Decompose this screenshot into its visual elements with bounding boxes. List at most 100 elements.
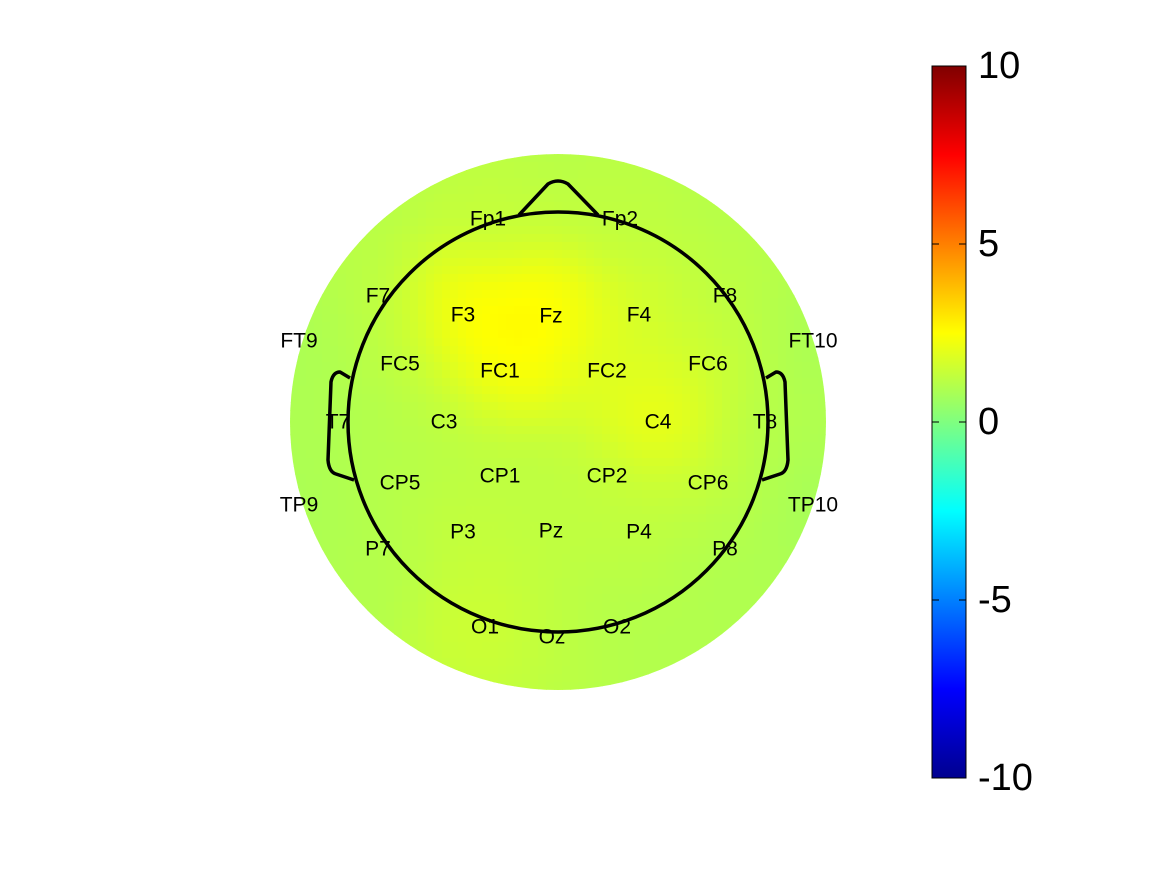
heatmap-cell <box>698 218 707 227</box>
heatmap-cell <box>514 258 523 267</box>
heatmap-cell <box>546 570 555 579</box>
heatmap-cell <box>546 658 555 667</box>
heatmap-cell <box>378 474 387 483</box>
heatmap-cell <box>674 170 683 179</box>
heatmap-cell <box>794 442 803 451</box>
heatmap-cell <box>682 514 691 523</box>
heatmap-cell <box>642 642 651 651</box>
heatmap-cell <box>498 154 507 163</box>
heatmap-cell <box>730 346 739 355</box>
heatmap-cell <box>362 546 371 555</box>
heatmap-cell <box>434 186 443 195</box>
heatmap-cell <box>394 338 403 347</box>
heatmap-cell <box>746 226 755 235</box>
heatmap-cell <box>642 634 651 643</box>
heatmap-cell <box>802 426 811 435</box>
heatmap-cell <box>690 322 699 331</box>
heatmap-cell <box>610 194 619 203</box>
heatmap-cell <box>722 626 731 635</box>
heatmap-cell <box>666 482 675 491</box>
heatmap-cell <box>434 410 443 419</box>
heatmap-cell <box>778 482 787 491</box>
heatmap-cell <box>658 258 667 267</box>
heatmap-cell <box>538 218 547 227</box>
heatmap-cell <box>802 338 811 347</box>
heatmap-cell <box>570 394 579 403</box>
heatmap-cell <box>394 506 403 515</box>
heatmap-cell <box>562 266 571 275</box>
heatmap-cell <box>578 642 587 651</box>
heatmap-cell <box>442 242 451 251</box>
heatmap-cell <box>738 594 747 603</box>
heatmap-cell <box>466 234 475 243</box>
heatmap-cell <box>474 194 483 203</box>
heatmap-cell <box>706 410 715 419</box>
heatmap-cell <box>754 394 763 403</box>
heatmap-cell <box>514 682 523 690</box>
heatmap-cell <box>490 682 499 690</box>
heatmap-cell <box>578 154 587 163</box>
heatmap-cell <box>330 466 339 475</box>
heatmap-cell <box>394 314 403 323</box>
heatmap-cell <box>546 394 555 403</box>
heatmap-cell <box>514 490 523 499</box>
heatmap-cell <box>418 386 427 395</box>
heatmap-cell <box>682 370 691 379</box>
heatmap-cell <box>706 418 715 427</box>
heatmap-cell <box>554 650 563 659</box>
heatmap-cell <box>610 450 619 459</box>
heatmap-cell <box>594 562 603 571</box>
electrode-label-p3: P3 <box>450 521 476 544</box>
heatmap-cell <box>514 298 523 307</box>
heatmap-cell <box>514 426 523 435</box>
heatmap-cell <box>522 482 531 491</box>
heatmap-cell <box>658 562 667 571</box>
heatmap-cell <box>714 306 723 315</box>
heatmap-cell <box>378 210 387 219</box>
heatmap-cell <box>498 218 507 227</box>
heatmap-cell <box>778 562 787 571</box>
heatmap-cell <box>410 402 419 411</box>
heatmap-cell <box>746 474 755 483</box>
heatmap-cell <box>514 386 523 395</box>
heatmap-cell <box>370 490 379 499</box>
heatmap-cell <box>538 602 547 611</box>
heatmap-cell <box>354 490 363 499</box>
heatmap-cell <box>722 610 731 619</box>
heatmap-cell <box>554 410 563 419</box>
heatmap-cell <box>674 650 683 659</box>
heatmap-cell <box>666 586 675 595</box>
heatmap-cell <box>634 586 643 595</box>
heatmap-cell <box>402 298 411 307</box>
heatmap-cell <box>402 618 411 627</box>
heatmap-cell <box>522 394 531 403</box>
heatmap-cell <box>578 426 587 435</box>
heatmap-cell <box>802 394 811 403</box>
heatmap-cell <box>298 474 307 483</box>
heatmap-cell <box>514 418 523 427</box>
heatmap-cell <box>338 498 347 507</box>
heatmap-cell <box>666 546 675 555</box>
heatmap-cell <box>450 442 459 451</box>
heatmap-cell <box>722 306 731 315</box>
heatmap-cell <box>650 546 659 555</box>
heatmap-cell <box>722 202 731 211</box>
heatmap-cell <box>570 450 579 459</box>
heatmap-cell <box>538 474 547 483</box>
heatmap-cell <box>610 570 619 579</box>
heatmap-cell <box>786 546 795 555</box>
heatmap-cell <box>498 506 507 515</box>
heatmap-cell <box>722 226 731 235</box>
colorbar-tick-label: 5 <box>978 223 999 265</box>
heatmap-cell <box>666 306 675 315</box>
heatmap-cell <box>778 346 787 355</box>
heatmap-cell <box>594 306 603 315</box>
heatmap-cell <box>794 522 803 531</box>
heatmap-cell <box>498 258 507 267</box>
heatmap-cell <box>714 634 723 643</box>
heatmap-cell <box>586 242 595 251</box>
heatmap-cell <box>802 402 811 411</box>
heatmap-cell <box>674 578 683 587</box>
heatmap-cell <box>378 274 387 283</box>
heatmap-cell <box>650 426 659 435</box>
